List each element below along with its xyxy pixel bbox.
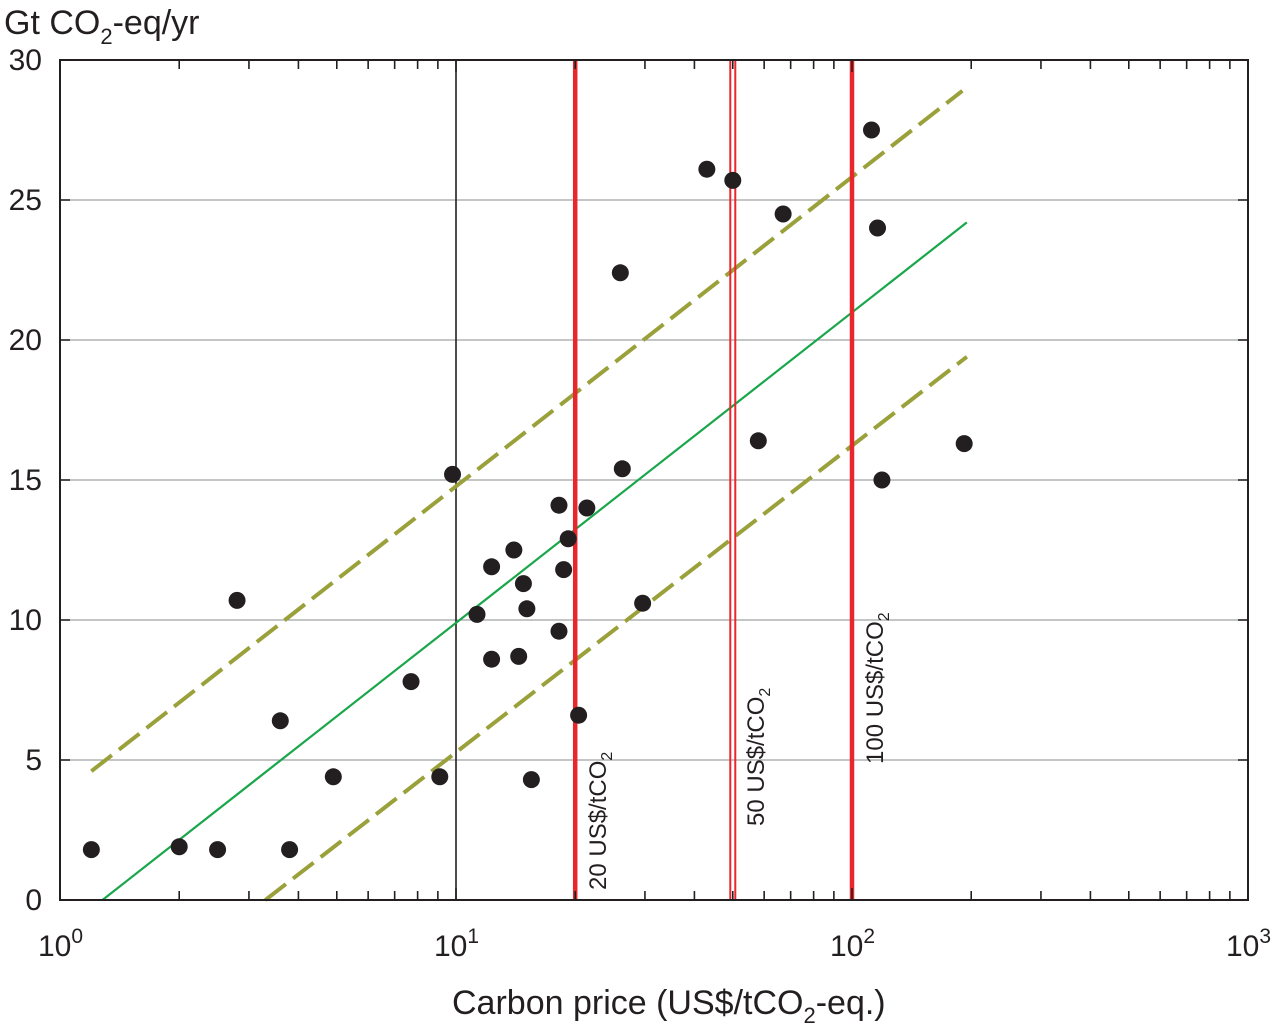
- x-tick-label: 102: [830, 925, 875, 963]
- data-point: [402, 673, 420, 691]
- y-tick-label: 30: [9, 44, 42, 77]
- data-point: [444, 465, 462, 483]
- y-axis-title-tail: -eq/yr: [113, 4, 200, 42]
- price-label-main: 50 US$/tCO: [743, 697, 770, 826]
- x-tick-label-base: 10: [434, 930, 467, 963]
- data-point: [510, 647, 528, 665]
- x-axis-title-sub: 2: [803, 1003, 815, 1026]
- x-tick-label-base: 10: [1226, 930, 1259, 963]
- data-point: [578, 499, 596, 517]
- price-label-sub: 2: [757, 688, 774, 697]
- data-point: [724, 171, 742, 189]
- y-tick-label: 25: [9, 184, 42, 217]
- price-label-sub: 2: [876, 612, 893, 621]
- data-point: [873, 471, 891, 489]
- grid: [60, 199, 1248, 761]
- y-axis: 0 5 10 15 20 25 30: [9, 44, 1248, 917]
- data-point: [611, 264, 629, 282]
- y-axis-title-main: Gt CO: [4, 4, 100, 42]
- data-points: [82, 121, 973, 859]
- data-point: [869, 219, 887, 237]
- data-point: [483, 558, 501, 576]
- reference-lines: 20 US$/tCO2 50 US$/tCO2 100 US$/tCO2: [572, 60, 893, 900]
- x-tick-label-base: 10: [830, 930, 863, 963]
- data-point: [228, 591, 246, 609]
- x-tick-label-base: 10: [38, 930, 71, 963]
- data-point: [634, 594, 652, 612]
- x-axis-title-tail: -eq.): [816, 984, 886, 1022]
- data-point: [774, 205, 792, 223]
- price-label-20: 20 US$/tCO2: [585, 752, 616, 890]
- data-point: [518, 600, 536, 618]
- data-point: [955, 435, 973, 453]
- data-point: [505, 541, 523, 559]
- x-axis-title: Carbon price (US$/tCO2-eq.): [452, 984, 886, 1026]
- fit-line-dashed-1: [90, 89, 964, 773]
- data-point: [281, 841, 299, 859]
- fit-line-central: [101, 221, 968, 901]
- data-point: [749, 432, 767, 450]
- y-tick-label: 10: [9, 604, 42, 637]
- data-point: [514, 575, 532, 593]
- y-tick-label: 0: [25, 884, 42, 917]
- data-point: [324, 768, 342, 786]
- y-axis-title: Gt CO2-eq/yr: [4, 4, 200, 49]
- data-point: [862, 121, 880, 139]
- x-tick-label-exp: 0: [71, 925, 83, 948]
- data-point: [271, 712, 289, 730]
- x-tick-label: 103: [1226, 925, 1271, 963]
- y-tick-label: 5: [25, 744, 42, 777]
- x-tick-label-exp: 1: [467, 925, 479, 948]
- data-point: [483, 650, 501, 668]
- x-tick-label: 101: [434, 925, 479, 963]
- data-point: [555, 561, 573, 579]
- data-point: [698, 160, 716, 178]
- price-label-main: 20 US$/tCO: [585, 761, 612, 890]
- data-point: [570, 706, 588, 724]
- x-tick-label: 100: [38, 925, 83, 963]
- price-label-sub: 2: [599, 752, 616, 761]
- data-point: [468, 605, 486, 623]
- price-label-100: 100 US$/tCO2: [862, 612, 893, 764]
- data-point: [613, 460, 631, 478]
- data-point: [170, 838, 188, 856]
- x-axis-title-main: Carbon price (US$/tCO: [452, 984, 803, 1022]
- x-tick-label-exp: 3: [1259, 925, 1271, 948]
- y-tick-label: 15: [9, 464, 42, 497]
- price-label-main: 100 US$/tCO: [862, 621, 889, 764]
- data-point: [550, 622, 568, 640]
- data-point: [559, 530, 577, 548]
- data-point: [431, 768, 449, 786]
- y-tick-label: 20: [9, 324, 42, 357]
- data-point: [209, 841, 227, 859]
- y-axis-title-sub: 2: [100, 24, 112, 49]
- data-point: [550, 496, 568, 514]
- data-point: [522, 771, 540, 789]
- data-point: [82, 841, 100, 859]
- x-axis: 100 101 102 103: [38, 60, 1271, 963]
- price-label-50: 50 US$/tCO2: [743, 688, 774, 826]
- x-tick-label-exp: 2: [863, 925, 875, 948]
